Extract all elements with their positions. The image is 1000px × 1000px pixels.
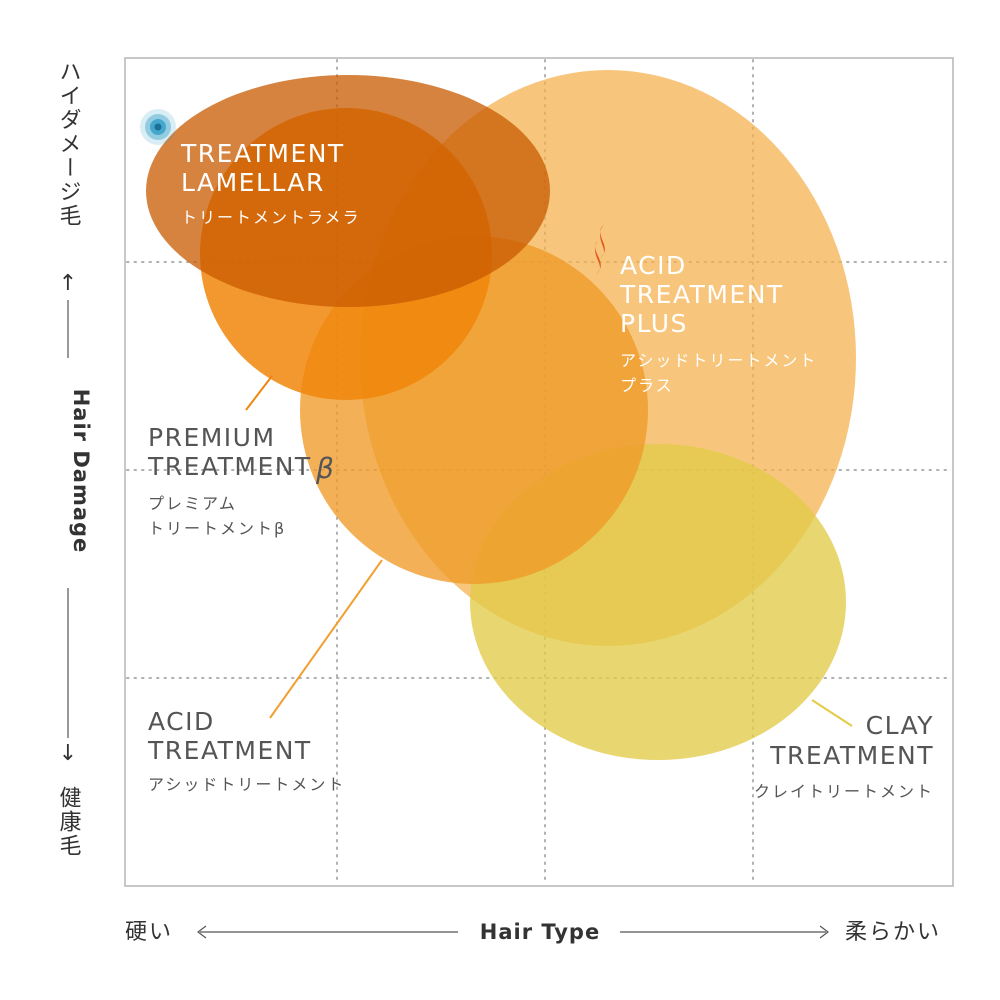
treatment-lamellar-area bbox=[146, 75, 550, 307]
label-premium-treatment-beta: PREMIUM TREATMENT β プレミアム トリートメントβ bbox=[147, 423, 334, 538]
clay-name-line1: CLAY bbox=[866, 711, 934, 740]
lamellar-name-line1: TREATMENT bbox=[180, 139, 345, 168]
y-axis-top-label: ハイダメージ毛 bbox=[56, 60, 81, 228]
acid-plus-jp-line1: アシッドトリートメント bbox=[620, 351, 817, 370]
x-axis-title: Hair Type bbox=[480, 920, 600, 944]
label-treatment-lamellar: TREATMENT LAMELLAR トリートメントラメラ bbox=[180, 139, 361, 227]
x-axis-arrowhead-left bbox=[197, 925, 207, 939]
y-axis-arrow-up: ↑ bbox=[59, 271, 77, 296]
position-marker bbox=[140, 109, 176, 145]
lamellar-jp: トリートメントラメラ bbox=[181, 208, 361, 227]
lamellar-name-line2: LAMELLAR bbox=[181, 168, 325, 197]
y-axis-bottom-label: 健康毛 bbox=[56, 786, 82, 858]
x-axis-left-label: 硬い bbox=[125, 920, 173, 945]
label-clay-treatment: CLAY TREATMENT クレイトリートメント bbox=[754, 711, 934, 801]
y-axis-arrow-down: ↓ bbox=[59, 741, 77, 766]
premium-name-line2: TREATMENT bbox=[147, 452, 312, 481]
acid-plus-jp-line2: プラス bbox=[620, 376, 674, 395]
acid-plus-name-line2: TREATMENT bbox=[619, 280, 784, 309]
x-axis-right-label: 柔らかい bbox=[845, 920, 941, 945]
plot-frame bbox=[124, 57, 954, 887]
clay-name-line2: TREATMENT bbox=[769, 741, 934, 770]
y-axis: ハイダメージ毛 ↑ Hair Damage ↓ 健康毛 bbox=[56, 60, 94, 858]
acid-name-line2: TREATMENT bbox=[147, 736, 312, 765]
x-axis: 硬い Hair Type 柔らかい bbox=[125, 920, 941, 945]
acid-plus-name-line3: PLUS bbox=[620, 309, 688, 338]
premium-jp-line1: プレミアム bbox=[148, 494, 237, 513]
premium-beta-symbol: β bbox=[315, 452, 334, 485]
clay-leader-line bbox=[811, 699, 853, 727]
acid-jp: アシッドトリートメント bbox=[148, 775, 345, 794]
acid-plus-name-line1: ACID bbox=[620, 251, 687, 280]
premium-leader-line bbox=[245, 375, 273, 411]
premium-name-line1: PREMIUM bbox=[148, 423, 276, 452]
label-acid-treatment-plus: ACID TREATMENT PLUS アシッドトリートメント プラス bbox=[619, 251, 817, 395]
clay-jp: クレイトリートメント bbox=[754, 782, 934, 801]
x-axis-arrowhead-right bbox=[819, 925, 829, 939]
acid-leader-line bbox=[269, 559, 383, 719]
flame-icon bbox=[595, 224, 605, 274]
acid-name-line1: ACID bbox=[148, 707, 215, 736]
label-acid-treatment: ACID TREATMENT アシッドトリートメント bbox=[147, 707, 345, 794]
y-axis-title: Hair Damage bbox=[69, 389, 93, 554]
premium-jp-line2: トリートメントβ bbox=[148, 519, 286, 538]
